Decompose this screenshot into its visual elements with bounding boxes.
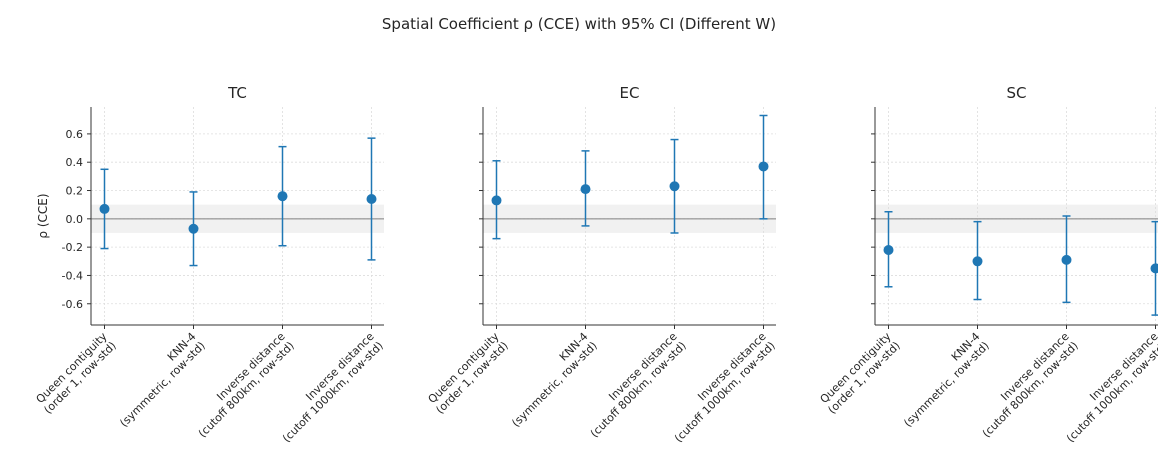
plot-area	[483, 107, 776, 325]
y-tick-label: -0.2	[62, 241, 83, 254]
data-point	[99, 203, 110, 214]
data-point	[972, 256, 983, 267]
panel-sc: Queen contiguity(order 1, row-std) KNN-4(…	[816, 84, 1158, 445]
data-point	[188, 223, 199, 234]
y-tick-label: -0.6	[62, 298, 83, 311]
y-tick-label: 0.6	[66, 128, 84, 141]
data-point	[883, 244, 894, 255]
x-tick-label-line: (cutoff 1000km, row-std)	[672, 339, 778, 445]
x-tick-label-line: (cutoff 800km, row-std)	[196, 339, 297, 440]
plot-area	[875, 107, 1158, 325]
x-tick-label-line: (symmetric, row-std)	[901, 339, 991, 429]
data-point	[491, 195, 502, 206]
y-axis-label: ρ (CCE)	[36, 193, 50, 238]
panel-title: EC	[620, 84, 640, 102]
x-tick-label-line: (cutoff 1000km, row-std)	[280, 339, 386, 445]
data-point	[366, 194, 377, 205]
panel-title: SC	[1007, 84, 1027, 102]
x-tick-label: Queen contiguity(order 1, row-std)	[424, 330, 511, 417]
data-point	[1150, 263, 1158, 274]
x-tick-label: KNN-4(symmetric, row-std)	[108, 330, 208, 430]
data-point	[277, 191, 288, 202]
y-tick-label: 0.0	[66, 213, 84, 226]
x-tick-label: Queen contiguity(order 1, row-std)	[32, 330, 119, 417]
y-tick-label: 0.2	[66, 185, 84, 198]
y-tick-label: 0.4	[66, 156, 84, 169]
panel-title: TC	[227, 84, 247, 102]
x-tick-label: KNN-4(symmetric, row-std)	[500, 330, 600, 430]
y-tick-label: -0.4	[62, 269, 83, 282]
x-tick-label: Queen contiguity(order 1, row-std)	[816, 330, 903, 417]
plot-area	[91, 107, 384, 325]
figure-title: Spatial Coefficient ρ (CCE) with 95% CI …	[382, 15, 776, 33]
x-tick-label: KNN-4(symmetric, row-std)	[892, 330, 992, 430]
x-tick-label-line: (cutoff 1000km, row-std)	[1064, 339, 1158, 445]
x-tick-label-line: (cutoff 800km, row-std)	[980, 339, 1081, 440]
panel-tc: 0.6 0.4 0.2 0.0 -0.2 -0.4 -0.6 Queen contiguity…	[32, 84, 386, 445]
data-point	[1061, 254, 1072, 265]
x-tick-label-line: (symmetric, row-std)	[117, 339, 207, 429]
data-point	[580, 184, 591, 195]
data-point	[669, 181, 680, 192]
data-point	[758, 161, 769, 172]
x-tick-label-line: (symmetric, row-std)	[509, 339, 599, 429]
panel-ec: Queen contiguity(order 1, row-std) KNN-4(…	[424, 84, 778, 445]
x-tick-label-line: (cutoff 800km, row-std)	[588, 339, 689, 440]
